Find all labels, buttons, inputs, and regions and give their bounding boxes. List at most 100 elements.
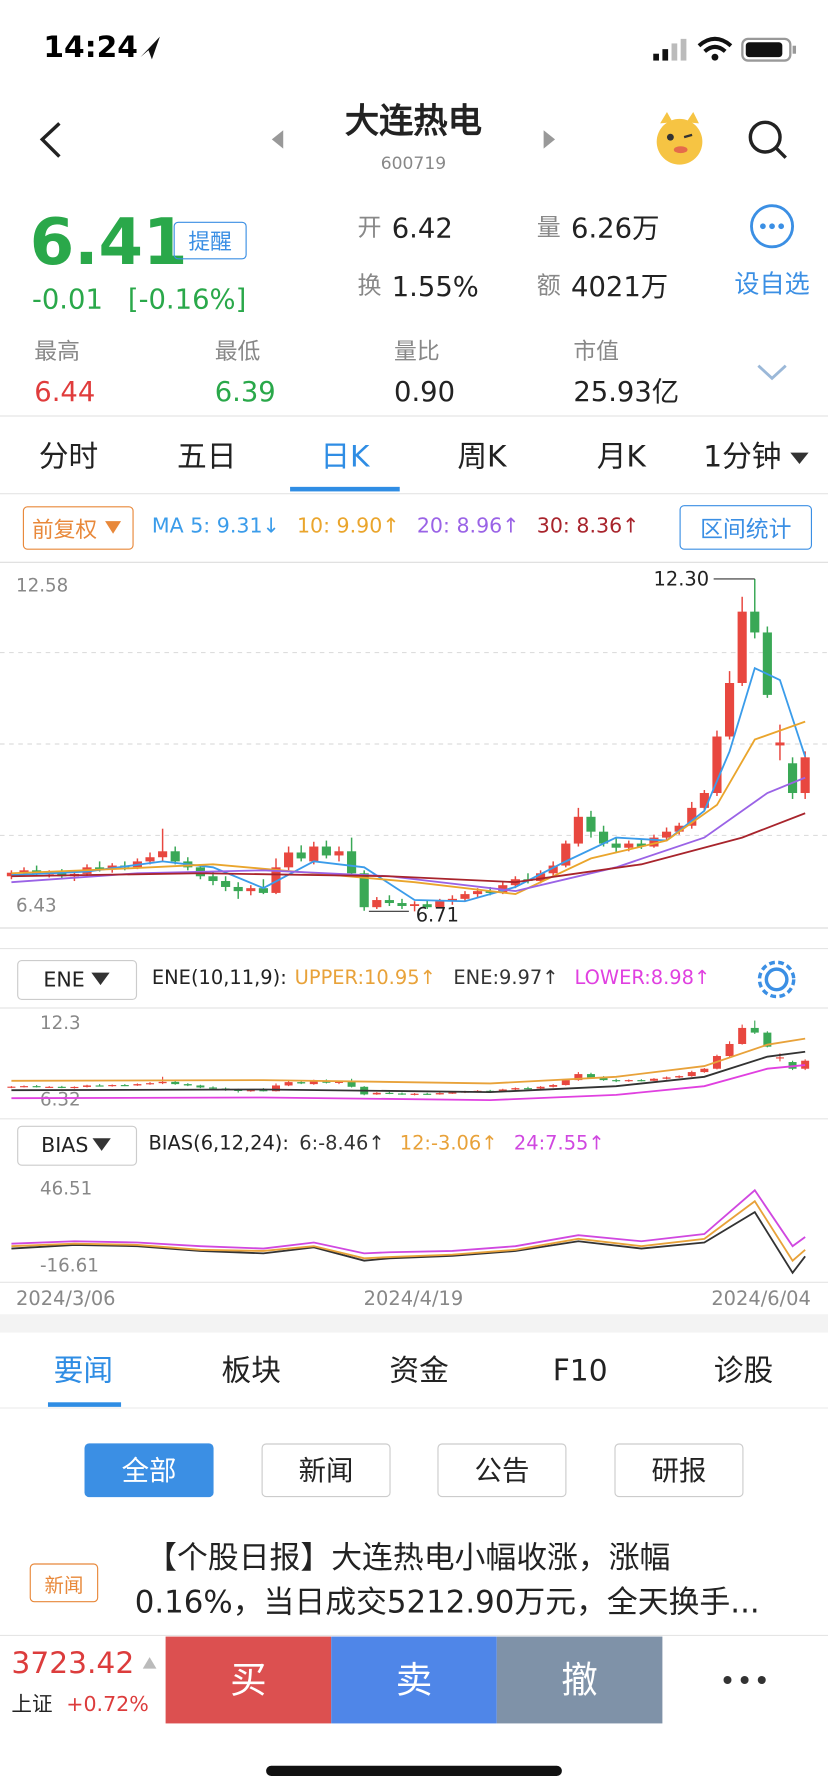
candle-body <box>57 1086 66 1088</box>
candle-body <box>145 857 155 862</box>
candle-body <box>297 1082 306 1084</box>
y-tick-label: 12.3 <box>40 1013 81 1034</box>
candle-body <box>133 1084 142 1086</box>
candle-body <box>511 1088 520 1090</box>
candle-body <box>775 1057 784 1059</box>
back-icon[interactable] <box>39 122 61 158</box>
range-stats-button[interactable]: 区间统计 <box>679 505 813 550</box>
news-tab[interactable]: 资金 <box>389 1354 449 1389</box>
news-tab[interactable]: 板块 <box>221 1354 281 1389</box>
candle-body <box>762 632 772 695</box>
y-tick-label: -16.61 <box>40 1255 99 1276</box>
clock: 14:24 <box>43 30 138 66</box>
label: 开 <box>357 213 382 242</box>
filter-pill[interactable]: 研报 <box>614 1443 744 1498</box>
settings-icon[interactable] <box>757 960 796 999</box>
tab[interactable]: 分时 <box>38 439 99 475</box>
tab[interactable]: 周K <box>457 439 507 475</box>
bias-label: 12:-3.06↑ <box>399 1132 498 1156</box>
y-tick-label: 46.51 <box>40 1179 92 1200</box>
dropdown-icon[interactable] <box>91 972 110 986</box>
stock-name: 大连热电 <box>344 101 482 142</box>
y-tick-label: 6.32 <box>40 1090 81 1111</box>
candle-body <box>170 851 180 862</box>
dropdown-icon[interactable] <box>105 521 122 534</box>
candle-body <box>19 870 29 873</box>
candle-body <box>20 1086 29 1088</box>
candle-body <box>410 904 420 906</box>
index-name: 上证 <box>11 1692 53 1717</box>
search-icon[interactable] <box>748 120 787 159</box>
candle-body <box>347 1081 356 1087</box>
bias-label: 24:7.55↑ <box>513 1132 605 1156</box>
indicator-params: BIAS(6,12,24): <box>148 1132 289 1156</box>
sell-button[interactable] <box>331 1636 497 1724</box>
news-tab[interactable]: 诊股 <box>713 1354 774 1389</box>
stock-code: 600719 <box>380 153 447 174</box>
candle-body <box>397 903 407 906</box>
prev-icon[interactable] <box>271 130 284 149</box>
filter-pill[interactable]: 全部 <box>84 1443 214 1498</box>
news-headline[interactable]: 0.16%，当日成交5212.90万元，全天换手... <box>134 1585 760 1621</box>
candle-body <box>561 843 571 866</box>
label: 换 <box>357 271 382 300</box>
label: 量 <box>536 213 561 242</box>
news-headline[interactable]: 【个股日报】大连热电小幅收涨，涨幅 <box>146 1540 671 1576</box>
mascot-icon[interactable] <box>656 111 703 165</box>
candle-body <box>384 900 394 904</box>
cancel-button[interactable] <box>496 1636 663 1724</box>
indicator-select[interactable]: BIAS <box>17 1125 138 1166</box>
ene-label: UPPER:10.95↑ <box>294 966 436 990</box>
dropdown-icon[interactable] <box>790 452 809 464</box>
adjust-button[interactable]: 前复权 <box>22 506 134 550</box>
candle-body <box>485 891 495 893</box>
tab[interactable]: 五日 <box>177 439 237 475</box>
ma-label: MA 5: 9.31↓ <box>151 514 280 539</box>
value: 6.42 <box>391 212 453 245</box>
buy-label[interactable]: 买 <box>230 1658 267 1702</box>
candle-body <box>347 851 357 874</box>
candle-body <box>422 904 432 908</box>
add-watch[interactable]: 设自选 <box>734 270 810 300</box>
indicator-line <box>11 1037 806 1085</box>
candle-body <box>662 1077 671 1079</box>
cancel-label[interactable]: 撤 <box>561 1658 598 1702</box>
more-icon[interactable] <box>750 204 795 249</box>
indicator-line <box>11 1188 806 1255</box>
candle-body <box>334 1081 343 1083</box>
tab[interactable]: 1分钟 <box>703 439 782 475</box>
indicator-select[interactable]: ENE <box>17 959 138 1000</box>
filter-pill[interactable]: 新闻 <box>261 1443 391 1498</box>
next-icon[interactable] <box>543 130 556 149</box>
candle-body <box>573 816 583 844</box>
filter-pill[interactable]: 公告 <box>437 1443 567 1498</box>
dropdown-icon[interactable] <box>92 1138 111 1151</box>
expand-icon[interactable] <box>757 364 787 381</box>
news-tab[interactable]: 要闻 <box>53 1354 114 1389</box>
candle-body <box>637 1080 646 1082</box>
candle-body <box>284 1082 293 1086</box>
price: 6.41 <box>29 205 188 280</box>
candle-body <box>258 888 268 893</box>
stat-value: 6.39 <box>214 375 276 408</box>
candle-body <box>423 1093 432 1095</box>
candle-body <box>284 852 294 868</box>
y-tick-label: 12.58 <box>16 575 68 596</box>
sell-label[interactable]: 卖 <box>395 1658 433 1702</box>
buy-button[interactable] <box>165 1636 332 1724</box>
tab[interactable]: 日K <box>320 439 370 475</box>
candle-body <box>359 873 369 908</box>
index-change: +0.72% <box>66 1692 149 1717</box>
candle-body <box>321 846 331 856</box>
tab[interactable]: 月K <box>596 439 646 475</box>
more-icon[interactable] <box>723 1675 766 1684</box>
indicator-line <box>11 812 806 884</box>
news-tab[interactable]: F10 <box>552 1354 608 1389</box>
candle-body <box>700 1068 709 1073</box>
remind-button[interactable]: 提醒 <box>173 221 247 260</box>
trend-icon <box>142 1657 157 1669</box>
indicator-line <box>11 720 806 895</box>
candle-body <box>296 852 306 859</box>
candle-body <box>158 851 168 858</box>
candle-body <box>586 816 596 832</box>
